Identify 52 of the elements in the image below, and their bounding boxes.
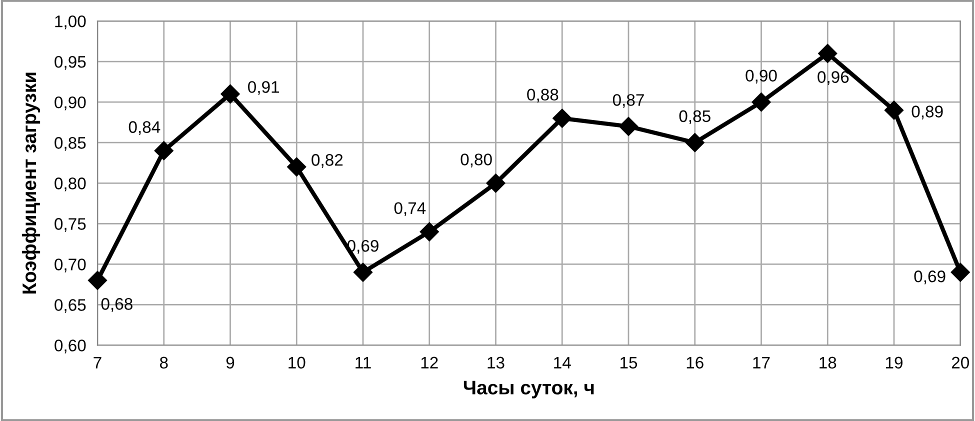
x-tick-label: 9 — [226, 356, 234, 369]
data-label: 0,80 — [460, 154, 492, 168]
point — [88, 270, 108, 290]
x-tick-label: 18 — [820, 356, 836, 369]
data-label: 0,84 — [128, 121, 160, 135]
data-label: 0,87 — [612, 94, 644, 108]
data-label: 0,88 — [527, 88, 558, 103]
data-label: 0,91 — [248, 81, 279, 95]
point — [950, 262, 970, 282]
data-label: 0,96 — [818, 71, 849, 85]
point — [287, 157, 306, 176]
x-tick-label: 10 — [288, 356, 306, 369]
y-tick-label: 0,90 — [54, 96, 86, 110]
point — [154, 141, 174, 160]
x-tick-label: 14 — [554, 356, 571, 368]
data-label: 0,69 — [914, 270, 946, 284]
point — [486, 174, 506, 193]
y-tick-label: 0,85 — [54, 137, 86, 151]
x-tick-label: 20 — [952, 356, 969, 369]
data-label: 0,90 — [746, 70, 777, 84]
data-label: 0,74 — [394, 202, 426, 216]
y-tick-label: 0,95 — [54, 56, 86, 70]
x-tick-label: 8 — [160, 356, 168, 369]
y-tick-label: 0,70 — [54, 258, 86, 272]
point — [420, 222, 439, 242]
x-tick-label: 12 — [421, 356, 438, 368]
y-tick-label: 0,60 — [54, 340, 86, 354]
point — [618, 116, 638, 136]
point — [818, 44, 838, 63]
y-tick-label: 0,80 — [54, 178, 86, 192]
point — [884, 100, 904, 120]
x-tick-label: 17 — [753, 356, 770, 368]
data-label: 0,82 — [312, 154, 343, 168]
y-axis-title: Коэффициент загрузки — [22, 72, 40, 294]
point — [220, 84, 240, 104]
point — [552, 108, 572, 128]
x-axis-title: Часы суток, ч — [464, 380, 594, 398]
x-tick-label: 11 — [356, 356, 371, 368]
x-tick-label: 19 — [886, 356, 902, 369]
data-label: 0,85 — [679, 110, 710, 124]
data-label: 0,68 — [101, 298, 132, 312]
x-tick-label: 13 — [488, 356, 504, 369]
data-label: 0,89 — [912, 106, 943, 120]
x-tick-label: 16 — [686, 356, 704, 369]
point — [685, 133, 704, 152]
point — [752, 92, 771, 112]
x-tick-label: 15 — [620, 356, 638, 369]
x-tick-label: 7 — [94, 356, 102, 368]
point — [353, 262, 373, 282]
y-tick-label: 0,65 — [54, 299, 86, 313]
y-tick-label: 0,75 — [54, 218, 86, 232]
y-tick-label: 1,00 — [55, 15, 86, 30]
